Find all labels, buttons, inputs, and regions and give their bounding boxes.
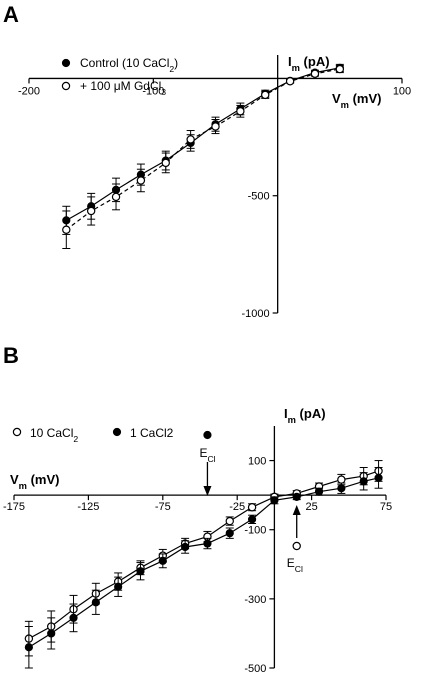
x-axis-title: Vm (mV) [332,91,381,110]
series-line [28,470,379,640]
x-tick-label: -200 [18,85,40,97]
data-point [86,206,96,216]
data-point [247,503,257,512]
x-tick-label: -100 [142,85,164,97]
x-tick-label: -125 [77,501,99,513]
panel-b-annotations: ECl ECl [199,430,303,574]
data-point [91,598,100,607]
x-tick-label: -175 [3,501,25,513]
data-point [136,176,146,185]
data-point [285,77,295,86]
ecl-annotation: ECl [287,505,303,574]
x-tick-label: -25 [229,501,245,513]
annotation-label: ECl [199,446,215,464]
data-point [69,613,78,622]
panel-a-legend: Control (10 CaCl2) + 100 μM GdCl3 [61,56,178,97]
data-point [337,484,346,493]
x-tick-label: 75 [380,501,392,513]
legend-label: + 100 μM GdCl3 [80,79,166,97]
y-tick-label: -1000 [242,308,270,320]
panel-b-axes: -175 -125 -75 -25 25 75 100 -100 -300 -500 [3,426,392,675]
series-line [65,68,340,231]
data-point [236,107,245,116]
x-axis-title: Vm (mV) [10,472,59,491]
data-point [374,473,383,482]
panel-a-series [62,63,345,249]
panel-a: A -200 -100 100 -500 -1000 Control (10 CaCl2… [3,2,411,320]
panel-b-letter: B [3,343,19,368]
data-point [359,477,368,486]
data-point [136,567,145,576]
panel-a-axis-titles: Im (pA)Vm (mV) [288,54,381,110]
legend-label: 10 CaCl2 [30,426,78,444]
data-point [225,516,234,526]
panel-b-series [24,460,383,669]
legend-marker [12,427,22,437]
data-point [270,496,279,505]
legend-marker [61,81,71,91]
y-tick-label: 100 [248,456,266,468]
y-tick-label: -500 [244,663,266,675]
legend-marker [112,427,122,437]
data-point [111,192,121,202]
series-open [62,64,345,249]
panel-b-legend: 10 CaCl2 1 CaCl2 [12,426,174,444]
data-point [247,515,257,524]
data-point [158,556,167,565]
legend-marker [61,58,71,68]
x-tick-label: 100 [393,85,411,97]
y-tick-label: -100 [244,525,266,537]
legend-label: 1 CaCl2 [130,426,174,440]
panel-a-letter: A [3,2,19,27]
data-point [314,487,324,496]
y-axis-title: Im (pA) [284,406,326,425]
data-point [310,69,320,78]
y-axis-title: Im (pA) [288,54,330,73]
data-point [186,135,195,144]
x-tick-label: -75 [155,501,171,513]
data-point [181,542,190,552]
data-point [225,529,234,538]
legend-label: Control (10 CaCl2) [80,56,178,74]
y-tick-label: -300 [244,594,266,606]
annotation-marker [292,541,301,551]
data-point [337,475,346,484]
x-tick-label: 25 [305,501,317,513]
annotation-marker [203,430,212,440]
panel-b-axis-titles: Im (pA) Vm (mV) [10,406,326,491]
data-point [47,629,56,638]
data-point [161,158,170,168]
annotation-label: ECl [287,556,303,574]
data-point [24,643,33,652]
panel-b: B -175 -125 -75 -25 25 75 100 -100 -300 -500 10 C… [3,343,392,675]
ecl-annotation: ECl [199,430,216,496]
data-point [335,64,345,74]
data-point [292,492,301,501]
panel-a-axes: -200 -100 100 -500 -1000 [18,55,411,320]
annotation-arrowhead [203,486,212,496]
data-point [114,582,123,591]
data-point [261,90,270,100]
data-point [62,225,71,234]
data-point [203,539,212,548]
annotation-arrowhead [292,505,301,515]
data-point [211,122,220,131]
series-filled [24,466,383,669]
y-tick-label: -500 [248,191,270,203]
